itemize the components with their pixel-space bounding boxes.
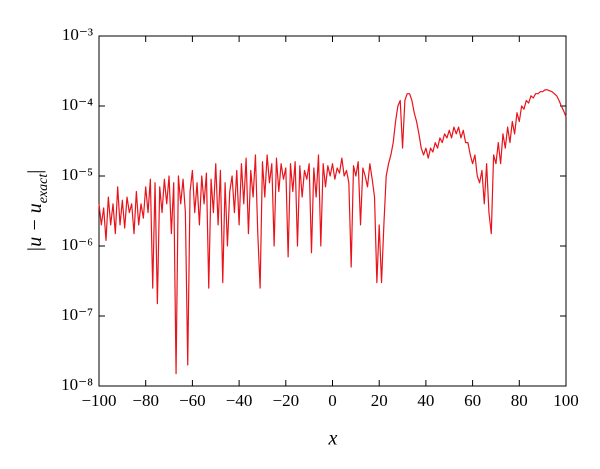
y-axis-label: |u − uexact| xyxy=(24,170,51,253)
y-tick-label: 10⁻⁸ xyxy=(61,375,93,394)
x-tick-label: −40 xyxy=(226,391,253,410)
x-tick-label: 100 xyxy=(553,391,579,410)
data-line xyxy=(98,89,567,375)
y-tick-label: 10⁻⁷ xyxy=(61,305,93,324)
x-tick-label: −20 xyxy=(273,391,300,410)
plot-frame xyxy=(98,35,567,387)
x-tick-label: 80 xyxy=(511,391,528,410)
x-tick-label: −60 xyxy=(179,391,206,410)
x-tick-label: 0 xyxy=(328,391,337,410)
x-tick-label: 40 xyxy=(417,391,434,410)
y-tick-label: 10⁻⁵ xyxy=(61,165,93,184)
x-axis-label: x xyxy=(328,428,338,450)
x-tick-label: −100 xyxy=(81,391,116,410)
y-tick-label: 10⁻⁶ xyxy=(61,235,93,254)
y-tick-label: 10⁻³ xyxy=(62,25,93,44)
x-tick-label: −80 xyxy=(132,391,159,410)
x-tick-label: 60 xyxy=(464,391,481,410)
y-tick-label: 10⁻⁴ xyxy=(61,95,93,114)
x-tick-label: 20 xyxy=(371,391,388,410)
